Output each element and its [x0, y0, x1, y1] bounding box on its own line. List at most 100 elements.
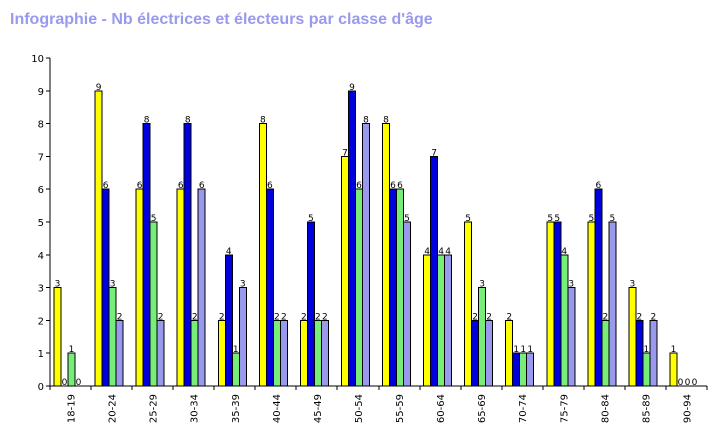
bar-value-label: 1 [233, 345, 239, 355]
bar-value-label: 6 [356, 181, 362, 191]
bar [649, 319, 658, 387]
x-tick-label: 18-19 [67, 394, 78, 423]
bar-value-label: 1 [527, 345, 533, 355]
bar [53, 287, 62, 387]
bar-value-label: 6 [595, 181, 601, 191]
bar [471, 319, 480, 387]
bar-value-label: 6 [137, 181, 143, 191]
bar-value-label: 5 [308, 214, 314, 224]
bar [553, 221, 562, 387]
bar-value-label: 4 [445, 247, 451, 257]
bar [437, 254, 446, 387]
bar-value-label: 7 [342, 148, 348, 158]
bar-value-label: 0 [685, 378, 691, 388]
x-tick-label: 60-64 [436, 394, 447, 423]
bar [217, 319, 226, 387]
bar-value-label: 7 [431, 148, 437, 158]
x-tick-label: 50-54 [354, 394, 365, 423]
y-tick-label: 5 [38, 218, 44, 229]
y-axis: 0 1 2 3 4 5 6 7 8 9 10 [31, 54, 51, 393]
bar [601, 319, 610, 387]
bar [485, 319, 494, 387]
bar-value-label: 8 [383, 116, 389, 126]
bar [546, 221, 555, 387]
bar-value-label: 2 [192, 312, 198, 322]
bar-value-label: 0 [76, 378, 82, 388]
y-tick-label: 9 [38, 87, 44, 98]
bar-value-label: 2 [274, 312, 280, 322]
x-tick-label: 85-89 [641, 394, 652, 423]
bar [272, 319, 281, 387]
bar [183, 123, 192, 387]
y-tick-label: 3 [38, 284, 44, 295]
bar [512, 352, 521, 387]
bar-value-label: 1 [513, 345, 519, 355]
bar [382, 123, 390, 387]
bar [354, 188, 363, 387]
bar [149, 221, 158, 387]
x-tick-label: 65-69 [477, 394, 488, 423]
bar-value-label: 2 [651, 312, 657, 322]
bar [505, 319, 514, 387]
bar-value-label: 6 [178, 181, 184, 191]
y-tick-label: 0 [38, 382, 44, 393]
x-tick-label: 90-94 [682, 394, 693, 423]
bar [320, 319, 329, 387]
bar-value-label: 9 [96, 83, 102, 93]
bar [635, 319, 644, 387]
bar-value-label: 2 [315, 312, 321, 322]
y-tick-label: 1 [38, 349, 44, 360]
bar [108, 287, 117, 387]
bar-value-label: 0 [62, 378, 68, 388]
bar-value-label: 5 [404, 214, 410, 224]
bar-value-label: 2 [506, 312, 512, 322]
bar-value-label: 2 [158, 312, 164, 322]
bar-value-label: 2 [322, 312, 328, 322]
bar-value-label: 5 [151, 214, 157, 224]
bar-value-label: 6 [390, 181, 396, 191]
bar [669, 352, 678, 387]
bar-value-label: 6 [103, 181, 109, 191]
bar [313, 319, 322, 387]
bar [526, 352, 535, 387]
bar-value-label: 2 [472, 312, 478, 322]
bar [306, 221, 315, 387]
bar-value-label: 6 [199, 181, 205, 191]
bar-value-label: 6 [267, 181, 273, 191]
bar-value-label: 4 [561, 247, 567, 257]
bar [279, 319, 288, 387]
bar-value-label: 8 [144, 116, 150, 126]
bar [430, 155, 439, 387]
bar [156, 319, 165, 387]
bar-value-label: 5 [465, 214, 471, 224]
bar-value-label: 5 [588, 214, 594, 224]
bar-value-label: 3 [240, 280, 246, 290]
y-tick-label: 4 [38, 251, 44, 262]
bar-value-label: 1 [671, 345, 677, 355]
bar [423, 254, 432, 387]
bar-value-label: 2 [602, 312, 608, 322]
bar [608, 221, 617, 387]
bar [642, 352, 651, 387]
bar [403, 221, 411, 387]
y-tick-label: 10 [31, 54, 44, 65]
x-tick-label: 55-59 [395, 394, 406, 423]
bar-value-label: 5 [609, 214, 615, 224]
bar [519, 352, 528, 387]
bar-value-label: 3 [568, 280, 574, 290]
bar-value-label: 2 [117, 312, 123, 322]
bar-value-label: 4 [438, 247, 444, 257]
bar [389, 188, 397, 387]
bar-value-label: 2 [301, 312, 307, 322]
bar [628, 287, 637, 387]
y-tick-label: 8 [38, 120, 44, 131]
x-tick-label: 35-39 [231, 394, 242, 423]
y-tick-label: 2 [38, 316, 44, 327]
bar-value-label: 3 [110, 280, 116, 290]
bar [115, 319, 124, 387]
x-tick-label: 40-44 [272, 394, 283, 423]
bar [464, 221, 473, 387]
bar [347, 90, 356, 387]
bar-value-label: 8 [260, 116, 266, 126]
